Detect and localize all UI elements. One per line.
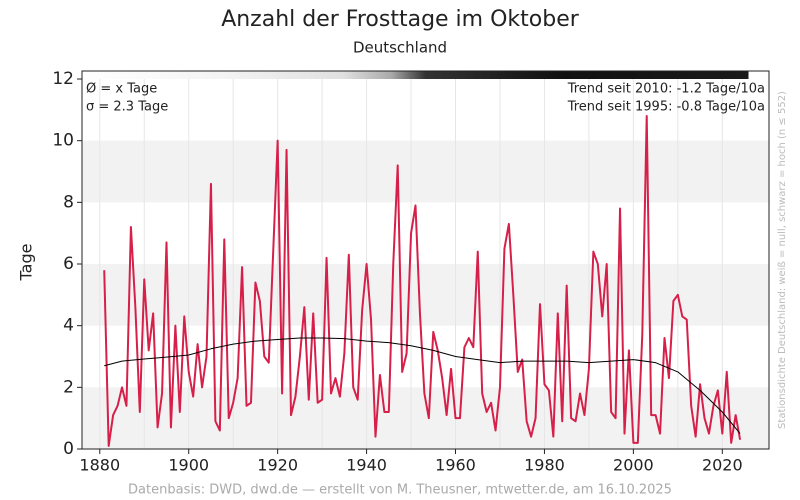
station-density [82,71,769,79]
annotation: Trend seit 2010: -1.2 Tage/10a [567,82,765,97]
series-line [103,115,742,447]
x-tick-label: 1900 [168,456,209,475]
y-axis-label: Tage [17,244,36,282]
x-tick-label: 1920 [257,456,298,475]
grid-band [82,140,769,203]
density-note: Stationsdichte Deutschland: weiß = null,… [777,91,788,429]
x-tick-label: 1880 [79,456,120,475]
plot-frame [81,70,770,450]
x-tick-label: 1960 [435,456,476,475]
x-tick-label: 2020 [702,456,743,475]
y-tick-label: 0 [63,439,74,459]
chart-subtitle: Deutschland [353,39,447,57]
annotation: Ø = x Tage [86,82,157,97]
grid-band [82,264,769,326]
annotation: σ = 2.3 Tage [86,100,168,115]
y-tick-label: 2 [63,377,74,397]
y-tick-label: 10 [52,131,74,151]
y-tick-label: 12 [52,69,74,89]
annotation: Trend seit 1995: -0.8 Tage/10a [567,100,765,115]
chart-title: Anzahl der Frosttage im Oktober [221,7,580,32]
source: Datenbasis: DWD, dwd.de — erstellt von M… [128,483,672,498]
y-tick-label: 4 [63,316,74,336]
y-tick-label: 6 [63,254,74,274]
x-tick-label: 2000 [613,456,654,475]
series-line [104,337,741,434]
x-tick-label: 1980 [524,456,565,475]
x-tick-label: 1940 [346,456,387,475]
y-tick-label: 8 [63,192,74,212]
